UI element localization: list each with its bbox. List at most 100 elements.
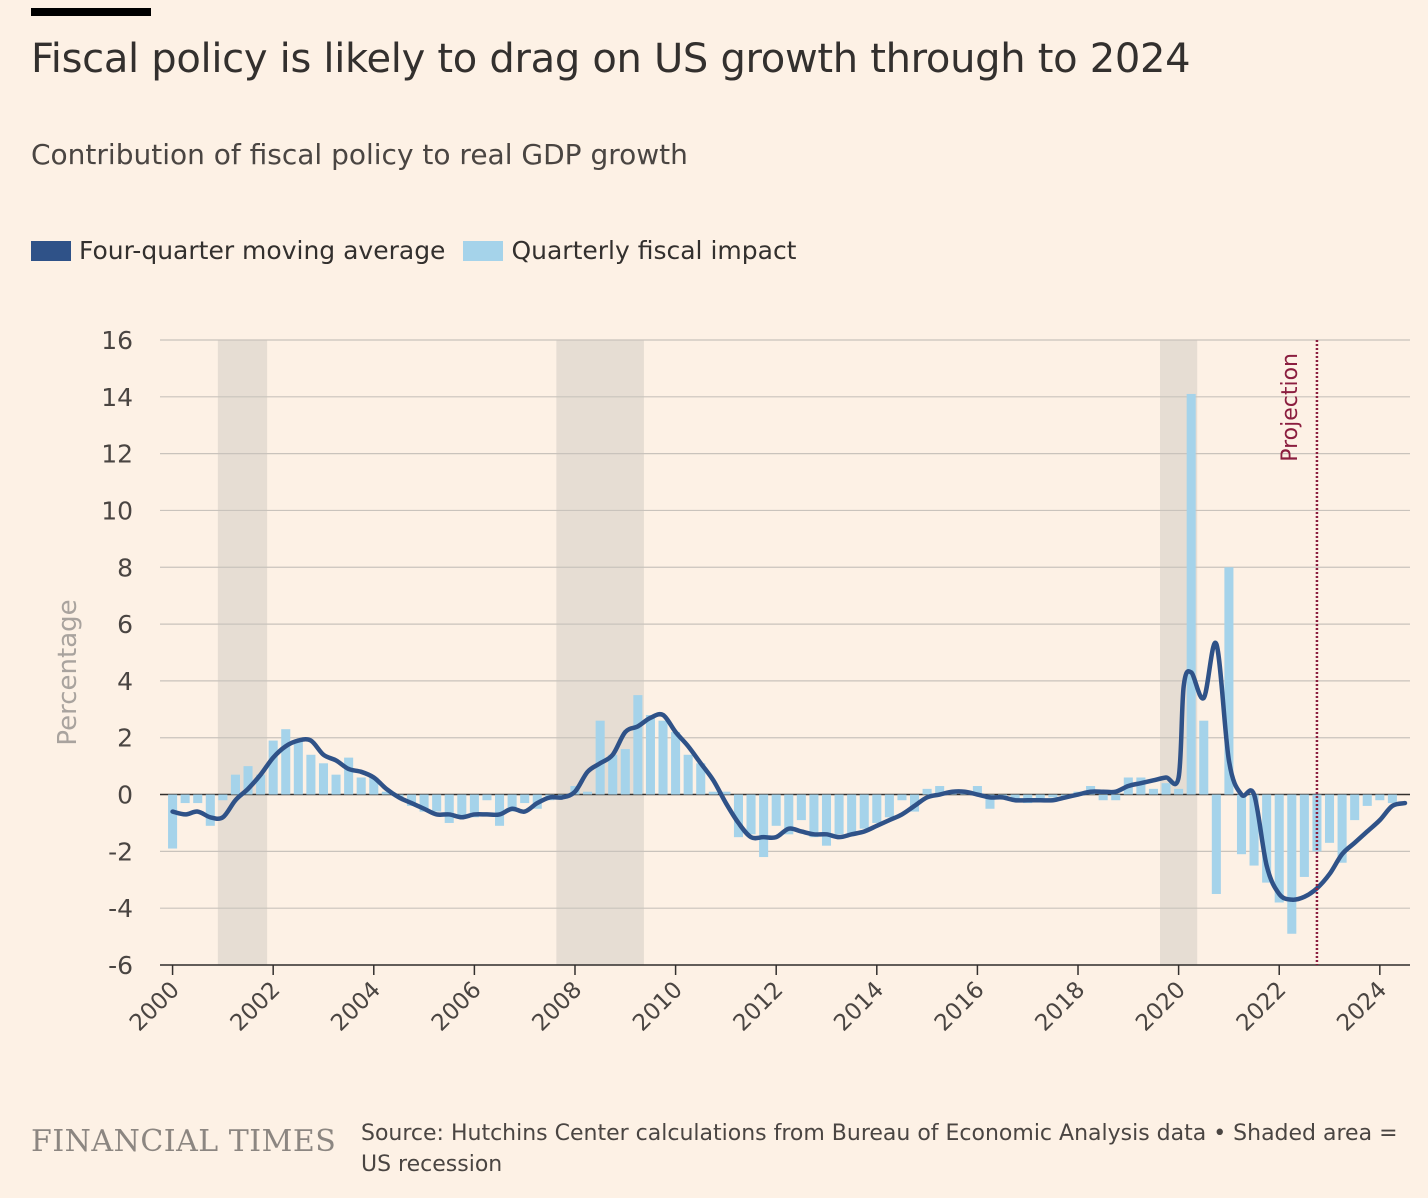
bar-quarterly-impact	[1324, 794, 1335, 843]
bar-quarterly-impact	[821, 794, 832, 846]
bar-quarterly-impact	[671, 732, 681, 795]
y-tick-label: -2	[108, 837, 133, 866]
bar-quarterly-impact	[1312, 794, 1322, 852]
bar-quarterly-impact	[1337, 794, 1347, 863]
bar-quarterly-impact	[696, 763, 706, 795]
bar-quarterly-impact	[230, 774, 240, 795]
y-tick-label: 8	[117, 553, 133, 582]
bar-quarterly-impact	[796, 794, 806, 821]
bar-quarterly-impact	[520, 794, 530, 804]
bar-quarterly-impact	[658, 720, 668, 795]
bar-quarterly-impact	[1224, 567, 1234, 795]
bar-quarterly-impact	[1287, 794, 1297, 934]
y-tick-label: -4	[108, 894, 133, 923]
bar-quarterly-impact	[1211, 794, 1221, 894]
projection-label: Projection	[1278, 353, 1303, 462]
recession-band	[556, 340, 644, 965]
x-tick-label: 2018	[1030, 977, 1090, 1037]
x-tick-label: 2000	[125, 977, 185, 1037]
bar-quarterly-impact	[293, 740, 303, 795]
y-tick-label: 6	[117, 610, 133, 639]
bar-quarterly-impact	[859, 794, 869, 829]
bar-quarterly-impact	[847, 794, 857, 835]
bar-quarterly-impact	[193, 794, 203, 804]
bar-quarterly-impact	[1249, 794, 1259, 866]
bar-quarterly-impact	[507, 794, 517, 812]
bar-quarterly-impact	[356, 777, 366, 795]
bar-quarterly-impact	[331, 774, 341, 795]
x-tick-label: 2004	[326, 977, 386, 1037]
bar-quarterly-impact	[721, 791, 731, 795]
bar-quarterly-impact	[1161, 783, 1171, 795]
bar-quarterly-impact	[419, 794, 429, 812]
legend-swatch-quarterly-impact	[463, 240, 504, 261]
bar-quarterly-impact	[784, 794, 794, 835]
y-tick-label: -6	[108, 951, 133, 980]
bar-quarterly-impact	[834, 794, 844, 835]
bar-quarterly-impact	[746, 794, 756, 835]
x-tick-label: 2016	[930, 977, 990, 1037]
bar-quarterly-impact	[1111, 794, 1121, 801]
x-tick-label: 2014	[829, 977, 889, 1037]
bar-quarterly-impact	[1362, 794, 1372, 806]
bar-quarterly-impact	[884, 794, 894, 818]
x-tick-label: 2008	[527, 977, 587, 1037]
bar-quarterly-impact	[708, 791, 718, 795]
chart-title: Fiscal policy is likely to drag on US gr…	[31, 36, 1191, 82]
bar-quarterly-impact	[406, 794, 417, 806]
bar-quarterly-impact	[469, 794, 479, 818]
legend-swatch-moving-average	[31, 240, 71, 261]
bar-quarterly-impact	[620, 749, 630, 795]
bar-quarterly-impact	[985, 794, 995, 809]
chart-subtitle: Contribution of fiscal policy to real GD…	[31, 138, 688, 171]
y-tick-label: 10	[101, 496, 133, 525]
bar-quarterly-impact	[1098, 794, 1108, 801]
legend-label-moving-average: Four-quarter moving average	[79, 236, 446, 265]
bar-quarterly-impact	[583, 791, 593, 795]
bar-quarterly-impact	[922, 788, 932, 795]
bar-quarterly-impact	[1048, 794, 1058, 798]
bar-quarterly-impact	[381, 791, 391, 795]
x-tick-label: 2022	[1232, 977, 1292, 1037]
y-axis-label: Percentage	[53, 599, 83, 745]
y-tick-label: 0	[117, 781, 133, 810]
bar-quarterly-impact	[444, 794, 454, 823]
bar-quarterly-impact	[595, 720, 605, 795]
x-tick-label: 2024	[1332, 977, 1392, 1037]
bar-quarterly-impact	[268, 740, 278, 795]
bar-quarterly-impact	[344, 757, 354, 795]
bar-quarterly-impact	[1375, 794, 1385, 801]
line-moving-average	[170, 640, 1408, 902]
bar-quarterly-impact	[897, 794, 907, 801]
bar-quarterly-impact	[1274, 794, 1284, 903]
x-tick-label: 2012	[729, 977, 789, 1037]
bar-quarterly-impact	[608, 754, 618, 795]
bar-quarterly-impact	[771, 794, 781, 826]
bar-quarterly-impact	[633, 695, 643, 795]
y-tick-label: 16	[101, 326, 133, 355]
bar-quarterly-impact	[482, 794, 492, 801]
bar-quarterly-impact	[218, 794, 228, 801]
brand-top-bar	[31, 8, 151, 16]
x-tick-label: 2020	[1131, 977, 1191, 1037]
bar-quarterly-impact	[1236, 794, 1247, 855]
bar-quarterly-impact	[809, 794, 819, 838]
bar-quarterly-impact	[1010, 794, 1020, 801]
legend-label-quarterly-impact: Quarterly fiscal impact	[511, 236, 797, 265]
x-tick-label: 2006	[427, 977, 487, 1037]
bar-quarterly-impact	[495, 794, 505, 826]
bar-quarterly-impact	[168, 794, 178, 849]
bar-quarterly-impact	[256, 774, 266, 795]
bar-quarterly-impact	[205, 794, 215, 826]
bar-quarterly-impact	[1262, 794, 1272, 883]
bar-quarterly-impact	[318, 763, 329, 795]
bar-quarterly-impact	[1199, 720, 1209, 795]
legend-item-moving-average: Four-quarter moving average	[31, 236, 445, 265]
bar-quarterly-impact	[1148, 788, 1158, 795]
bar-quarterly-impact	[1186, 393, 1196, 795]
bar-quarterly-impact	[759, 794, 769, 858]
bar-quarterly-impact	[733, 794, 743, 838]
ft-logo: FINANCIAL TIMES	[31, 1124, 337, 1159]
y-tick-label: 2	[117, 724, 133, 753]
source-note: Source: Hutchins Center calculations fro…	[361, 1121, 1398, 1177]
